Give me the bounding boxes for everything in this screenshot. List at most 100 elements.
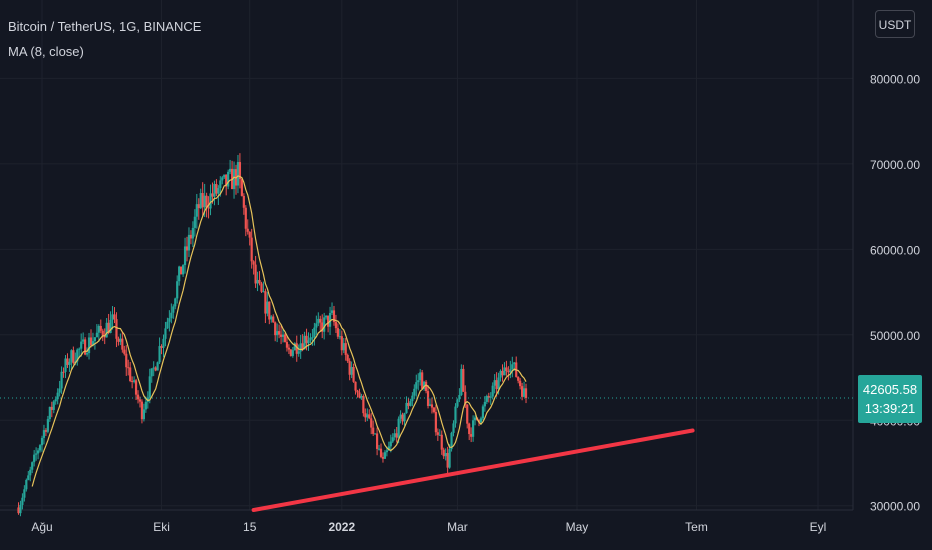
candle-body: [187, 234, 191, 251]
candle-body: [125, 353, 128, 368]
candle-body: [183, 246, 187, 266]
candle-body: [191, 227, 194, 239]
candle-body: [513, 362, 516, 365]
candle-body: [438, 434, 441, 436]
candle-body: [374, 433, 377, 435]
grid: [0, 0, 853, 510]
candle-body: [76, 349, 79, 362]
time-tick-label: 2022: [328, 520, 355, 534]
candle-body: [250, 237, 253, 262]
candle-body: [38, 445, 42, 451]
candle-body: [481, 406, 485, 419]
candle-body: [375, 433, 379, 449]
candle-body: [395, 433, 398, 438]
candle-body: [97, 325, 100, 333]
candle-body: [93, 337, 97, 342]
candle-body: [450, 432, 453, 450]
candle-body: [444, 452, 447, 457]
candle-body: [279, 334, 283, 337]
candle-body: [430, 404, 434, 408]
candle-body: [258, 279, 261, 284]
candle-body: [209, 193, 212, 209]
time-tick-label: Eki: [153, 520, 170, 534]
candle-body: [238, 162, 242, 180]
candle-body: [262, 291, 265, 293]
candle-body: [385, 450, 388, 453]
candle-body: [62, 371, 65, 373]
candle-body: [142, 409, 145, 420]
candle-body: [35, 453, 38, 455]
candle-body: [448, 449, 451, 468]
candle-body: [332, 310, 336, 323]
candle-body: [303, 335, 306, 350]
candle-body: [495, 380, 498, 390]
candle-body: [48, 406, 51, 420]
candle-body: [115, 319, 118, 339]
candle-body: [127, 367, 130, 369]
candle-body: [295, 343, 298, 354]
candle-body: [260, 283, 263, 292]
candle-body: [456, 399, 459, 407]
candle-body: [56, 392, 59, 400]
candle-body: [72, 350, 75, 364]
candle-body: [123, 349, 126, 354]
candle-body: [197, 204, 200, 209]
candle-body: [468, 423, 471, 435]
candle-body: [36, 450, 40, 454]
candle-body: [217, 188, 220, 194]
candle-body: [497, 377, 500, 390]
candle-body: [82, 339, 85, 342]
candle-body: [283, 334, 287, 342]
candle-body: [317, 318, 320, 324]
candle-body: [489, 396, 492, 398]
candle-body: [521, 386, 524, 397]
candle-body: [78, 348, 81, 350]
candle-body: [311, 337, 314, 339]
symbol-title[interactable]: Bitcoin / TetherUS, 1G, BINANCE: [8, 19, 202, 34]
candle-body: [458, 395, 461, 400]
candle-body: [446, 452, 449, 468]
candle-body: [221, 177, 224, 181]
candle-body: [254, 264, 257, 284]
candle-body: [466, 404, 469, 424]
candle-body: [350, 367, 353, 375]
candle-body: [42, 430, 46, 438]
candle-body: [428, 404, 432, 406]
candle-body: [344, 343, 347, 355]
candle-body: [393, 433, 396, 438]
candle-body: [522, 388, 526, 397]
time-axis[interactable]: Ağu Eki 15 2022 Mar May Tem Eyl: [31, 520, 826, 534]
candle-body: [346, 354, 349, 362]
candle-body: [436, 432, 439, 435]
candle-body: [381, 456, 385, 459]
candle-body: [334, 322, 338, 329]
candle-body: [119, 338, 122, 342]
candle-body: [229, 168, 232, 172]
candle-body: [180, 266, 183, 275]
candle-body: [464, 391, 467, 405]
candle-body: [264, 291, 267, 314]
trendline[interactable]: [251, 428, 695, 512]
candle-body: [319, 318, 322, 323]
candle-body: [372, 427, 375, 434]
candle-body: [70, 350, 73, 362]
candle-body: [181, 265, 185, 275]
candle-body: [162, 338, 165, 348]
currency-button[interactable]: USDT: [875, 10, 915, 38]
candle-body: [270, 316, 273, 320]
candle-body: [103, 335, 106, 338]
indicator-legend[interactable]: MA (8, close): [8, 44, 84, 59]
candle-body: [477, 419, 481, 423]
candle-body: [25, 479, 28, 490]
candle-body: [160, 346, 163, 348]
candle-body: [134, 380, 138, 395]
candle-body: [105, 322, 108, 338]
candle-body: [54, 399, 57, 402]
time-tick-label: Eyl: [810, 520, 827, 534]
candle-body: [195, 204, 198, 217]
candle-body: [176, 281, 179, 299]
candle-body: [95, 332, 98, 338]
candle-countdown: 13:39:21: [864, 401, 916, 416]
